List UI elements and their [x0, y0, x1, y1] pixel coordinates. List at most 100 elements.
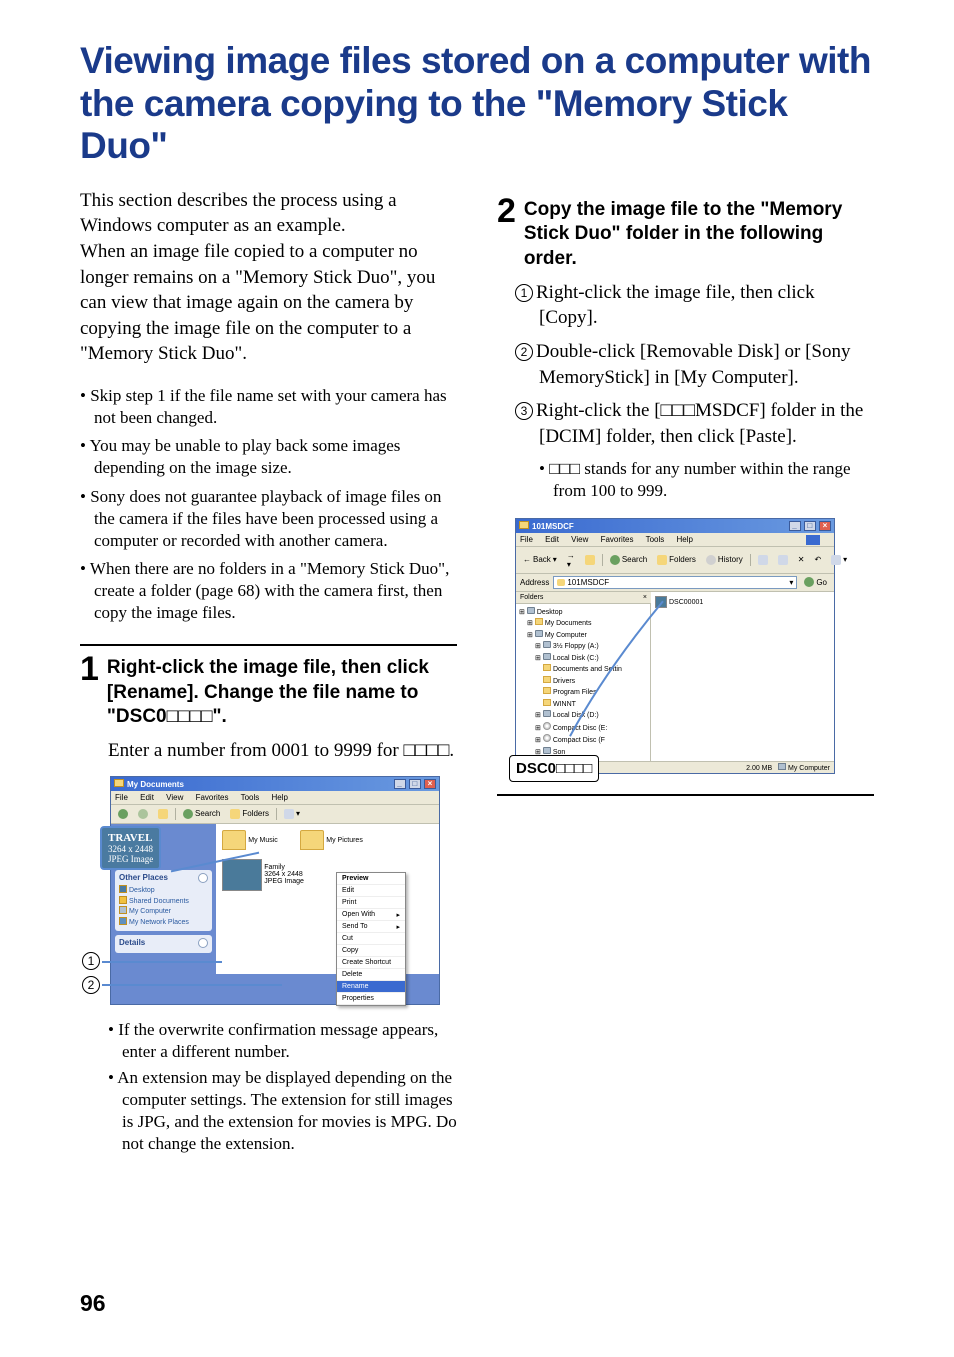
- maximize-icon[interactable]: □: [409, 779, 421, 789]
- menu-help[interactable]: Help: [272, 793, 288, 802]
- callout-travel: TRAVEL 3264 x 2448 JPEG Image: [100, 826, 161, 870]
- tree-node[interactable]: ⊞ Compact Disc (F: [519, 734, 647, 747]
- window-buttons: _ □ ×: [788, 521, 831, 531]
- step-2-heading: 2 Copy the image file to the "Memory Sti…: [497, 198, 874, 272]
- back-button[interactable]: [115, 808, 131, 820]
- sidebar-item[interactable]: My Computer: [119, 906, 208, 917]
- tb-delete-icon[interactable]: ✕: [795, 554, 808, 565]
- context-menu: Preview Edit Print Open With▸ Send To▸ C…: [336, 872, 406, 1006]
- tree-node[interactable]: ⊞ My Computer: [519, 630, 647, 642]
- sidebar-item[interactable]: Shared Documents: [119, 896, 208, 907]
- address-input[interactable]: 101MSDCF ▾: [553, 576, 797, 589]
- views-button[interactable]: ▾: [828, 554, 850, 566]
- menu-file[interactable]: File: [520, 535, 533, 544]
- tree-node[interactable]: ⊞ Desktop: [519, 607, 647, 619]
- views-button[interactable]: ▾: [281, 808, 303, 820]
- step-1-notes: If the overwrite confirmation message ap…: [108, 1019, 457, 1156]
- ctx-cut[interactable]: Cut: [337, 933, 405, 945]
- left-column: This section describes the process using…: [80, 188, 457, 1160]
- thumbnail-icon: [222, 859, 262, 891]
- tree-node[interactable]: ⊞ Local Disk (C:): [519, 653, 647, 665]
- tb-icon[interactable]: [775, 554, 791, 566]
- note-item: Sony does not guarantee playback of imag…: [80, 486, 457, 552]
- search-button[interactable]: Search: [607, 554, 650, 566]
- ctx-shortcut[interactable]: Create Shortcut: [337, 957, 405, 969]
- up-button[interactable]: [582, 554, 598, 566]
- folder-my-music[interactable]: My Music: [222, 830, 278, 850]
- callout-marker-2: 2: [82, 976, 100, 994]
- ctx-print[interactable]: Print: [337, 897, 405, 909]
- folders-button[interactable]: Folders: [654, 554, 699, 566]
- ctx-edit[interactable]: Edit: [337, 885, 405, 897]
- ctx-rename[interactable]: Rename: [337, 981, 405, 993]
- divider: [80, 644, 457, 646]
- tree-node[interactable]: ⊞ Compact Disc (E:: [519, 722, 647, 735]
- tree-node[interactable]: WINNT: [519, 699, 647, 711]
- folder-my-pictures[interactable]: My Pictures: [300, 830, 363, 850]
- menu-file[interactable]: File: [115, 793, 128, 802]
- go-button[interactable]: Go: [801, 576, 830, 588]
- callout-marker-1: 1: [82, 952, 100, 970]
- menu-favorites[interactable]: Favorites: [196, 793, 229, 802]
- folder-tree: ⊞ Desktop⊞ My Documents⊞ My Computer⊞ 3½…: [516, 604, 651, 762]
- ctx-properties[interactable]: Properties: [337, 993, 405, 1005]
- folder-icon: [557, 579, 565, 586]
- menu-edit[interactable]: Edit: [140, 793, 154, 802]
- tree-node[interactable]: Drivers: [519, 676, 647, 688]
- tb-icon[interactable]: [755, 554, 771, 566]
- image-thumbnail[interactable]: Family3264 x 2448JPEG Image: [222, 859, 304, 891]
- menu-help[interactable]: Help: [677, 535, 693, 544]
- history-button[interactable]: History: [703, 554, 746, 566]
- step-1-body: Enter a number from 0001 to 9999 for □□□…: [108, 738, 457, 764]
- ctx-sendto[interactable]: Send To▸: [337, 921, 405, 933]
- search-button[interactable]: Search: [180, 808, 223, 820]
- minimize-icon[interactable]: _: [394, 779, 406, 789]
- ctx-openwith[interactable]: Open With▸: [337, 909, 405, 921]
- collapse-icon[interactable]: [198, 873, 208, 883]
- maximize-icon[interactable]: □: [804, 521, 816, 531]
- window-menubar: File Edit View Favorites Tools Help: [111, 791, 439, 805]
- expand-icon[interactable]: [198, 938, 208, 948]
- page-title: Viewing image files stored on a computer…: [80, 40, 874, 168]
- folders-button[interactable]: Folders: [227, 808, 272, 820]
- note-item: Skip step 1 if the file name set with yo…: [80, 385, 457, 429]
- tree-node[interactable]: ⊞ Local Disk (D:): [519, 710, 647, 722]
- file-item[interactable]: DSC00001: [655, 596, 830, 608]
- step-2-item-2: 2Double-click [Removable Disk] or [Sony …: [515, 339, 874, 390]
- menu-tools[interactable]: Tools: [241, 793, 260, 802]
- other-places-header: Other Places: [119, 873, 168, 883]
- back-button[interactable]: ← Back ▾: [520, 554, 560, 565]
- close-pane-icon[interactable]: ×: [643, 594, 647, 601]
- forward-button[interactable]: → ▾: [564, 550, 578, 570]
- close-icon[interactable]: ×: [819, 521, 831, 531]
- window-titlebar: My Documents _ □ ×: [111, 777, 439, 791]
- close-icon[interactable]: ×: [424, 779, 436, 789]
- sidebar-item[interactable]: My Network Places: [119, 917, 208, 928]
- other-places-panel: Other Places Desktop Shared Documents My…: [115, 870, 212, 931]
- menu-tools[interactable]: Tools: [646, 535, 665, 544]
- tree-node[interactable]: ⊞ My Documents: [519, 618, 647, 630]
- screenshot-1: 1 2 My Documents _ □ × File Edit View Fa…: [110, 776, 440, 1005]
- window-my-documents: My Documents _ □ × File Edit View Favori…: [110, 776, 440, 1005]
- up-button[interactable]: [155, 808, 171, 820]
- step-heading-text: Copy the image file to the "Memory Stick…: [524, 198, 874, 272]
- note-item: When there are no folders in a "Memory S…: [80, 558, 457, 624]
- step-2-list: 1Right-click the image file, then click …: [515, 280, 874, 450]
- window-content: My Music My Pictures Family3264 x 2448JP…: [216, 824, 439, 974]
- details-panel: Details: [115, 935, 212, 953]
- window-toolbar: Search Folders ▾: [111, 805, 439, 824]
- forward-button[interactable]: [135, 808, 151, 820]
- tree-node[interactable]: Documents and Settin: [519, 664, 647, 676]
- menu-view[interactable]: View: [166, 793, 183, 802]
- tree-node[interactable]: Program Files: [519, 687, 647, 699]
- menu-edit[interactable]: Edit: [545, 535, 559, 544]
- sidebar-item[interactable]: Desktop: [119, 885, 208, 896]
- ctx-delete[interactable]: Delete: [337, 969, 405, 981]
- minimize-icon[interactable]: _: [789, 521, 801, 531]
- ctx-copy[interactable]: Copy: [337, 945, 405, 957]
- ctx-preview[interactable]: Preview: [337, 873, 405, 885]
- tb-undo-icon[interactable]: ↶: [811, 554, 824, 565]
- menu-favorites[interactable]: Favorites: [601, 535, 634, 544]
- tree-node[interactable]: ⊞ 3½ Floppy (A:): [519, 641, 647, 653]
- menu-view[interactable]: View: [571, 535, 588, 544]
